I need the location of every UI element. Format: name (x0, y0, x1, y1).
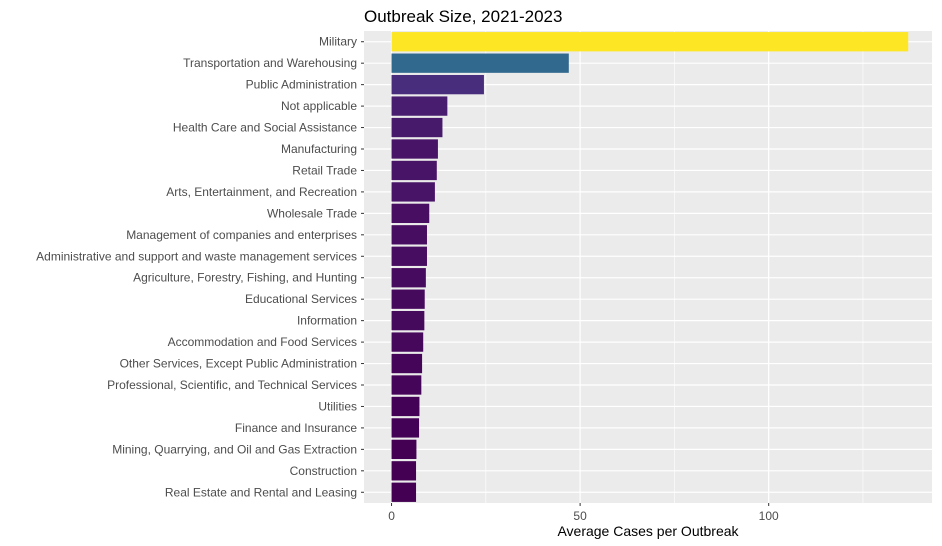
y-tick-label: Health Care and Social Assistance (173, 121, 357, 135)
bar (391, 375, 422, 395)
x-tick-label: 100 (759, 509, 779, 523)
y-tick-label: Arts, Entertainment, and Recreation (166, 185, 357, 199)
bar (391, 139, 438, 159)
bar (391, 396, 420, 417)
y-tick-label: Professional, Scientific, and Technical … (107, 378, 357, 392)
gridlines (364, 31, 932, 503)
y-tick-label: Agriculture, Forestry, Fishing, and Hunt… (133, 271, 357, 285)
y-axis: Military Transportation and Warehousing Pu… (36, 35, 364, 499)
bar (391, 96, 448, 116)
y-tick-label: Accommodation and Food Services (168, 335, 357, 349)
y-tick-label: Transportation and Warehousing (183, 56, 357, 70)
bar (391, 461, 417, 481)
y-tick-label: Not applicable (281, 99, 357, 113)
y-tick-label: Utilities (318, 399, 357, 413)
y-tick-label: Administrative and support and waste man… (36, 249, 357, 263)
x-axis-title: Average Cases per Outbreak (557, 523, 739, 539)
y-tick-label: Management of companies and enterprises (126, 228, 357, 242)
bar (391, 160, 437, 181)
y-tick-label: Information (297, 314, 357, 328)
bar (391, 182, 435, 202)
bar (391, 353, 423, 374)
y-tick-label: Retail Trade (292, 163, 357, 177)
bar (391, 225, 427, 245)
y-tick-label: Finance and Insurance (235, 421, 357, 435)
plot-panel (364, 31, 932, 503)
chart-title: Outbreak Size, 2021-2023 (364, 7, 562, 26)
y-tick-label: Manufacturing (281, 142, 357, 156)
bar (391, 332, 424, 352)
y-tick-label: Military (319, 35, 357, 49)
y-tick-label: Wholesale Trade (267, 206, 357, 220)
bar (391, 203, 430, 224)
bars (391, 32, 909, 502)
y-tick-label: Real Estate and Rental and Leasing (165, 485, 357, 499)
bar (391, 32, 909, 52)
bar (391, 310, 425, 331)
bar (391, 439, 417, 460)
y-tick-label: Other Services, Except Public Administra… (120, 357, 357, 371)
bar (391, 117, 443, 138)
x-axis: 0 50 100 (388, 503, 779, 523)
bar (391, 53, 569, 73)
bar (391, 246, 427, 266)
x-tick-label: 50 (573, 509, 587, 523)
y-tick-label: Mining, Quarrying, and Oil and Gas Extra… (112, 442, 357, 456)
bar (391, 418, 420, 438)
bar (391, 289, 425, 309)
y-tick-label: Public Administration (246, 78, 357, 92)
y-tick-label: Educational Services (245, 292, 357, 306)
bar (391, 482, 417, 502)
bar (391, 268, 426, 288)
bar (391, 74, 484, 95)
x-tick-label: 0 (388, 509, 395, 523)
y-tick-label: Construction (290, 464, 357, 478)
